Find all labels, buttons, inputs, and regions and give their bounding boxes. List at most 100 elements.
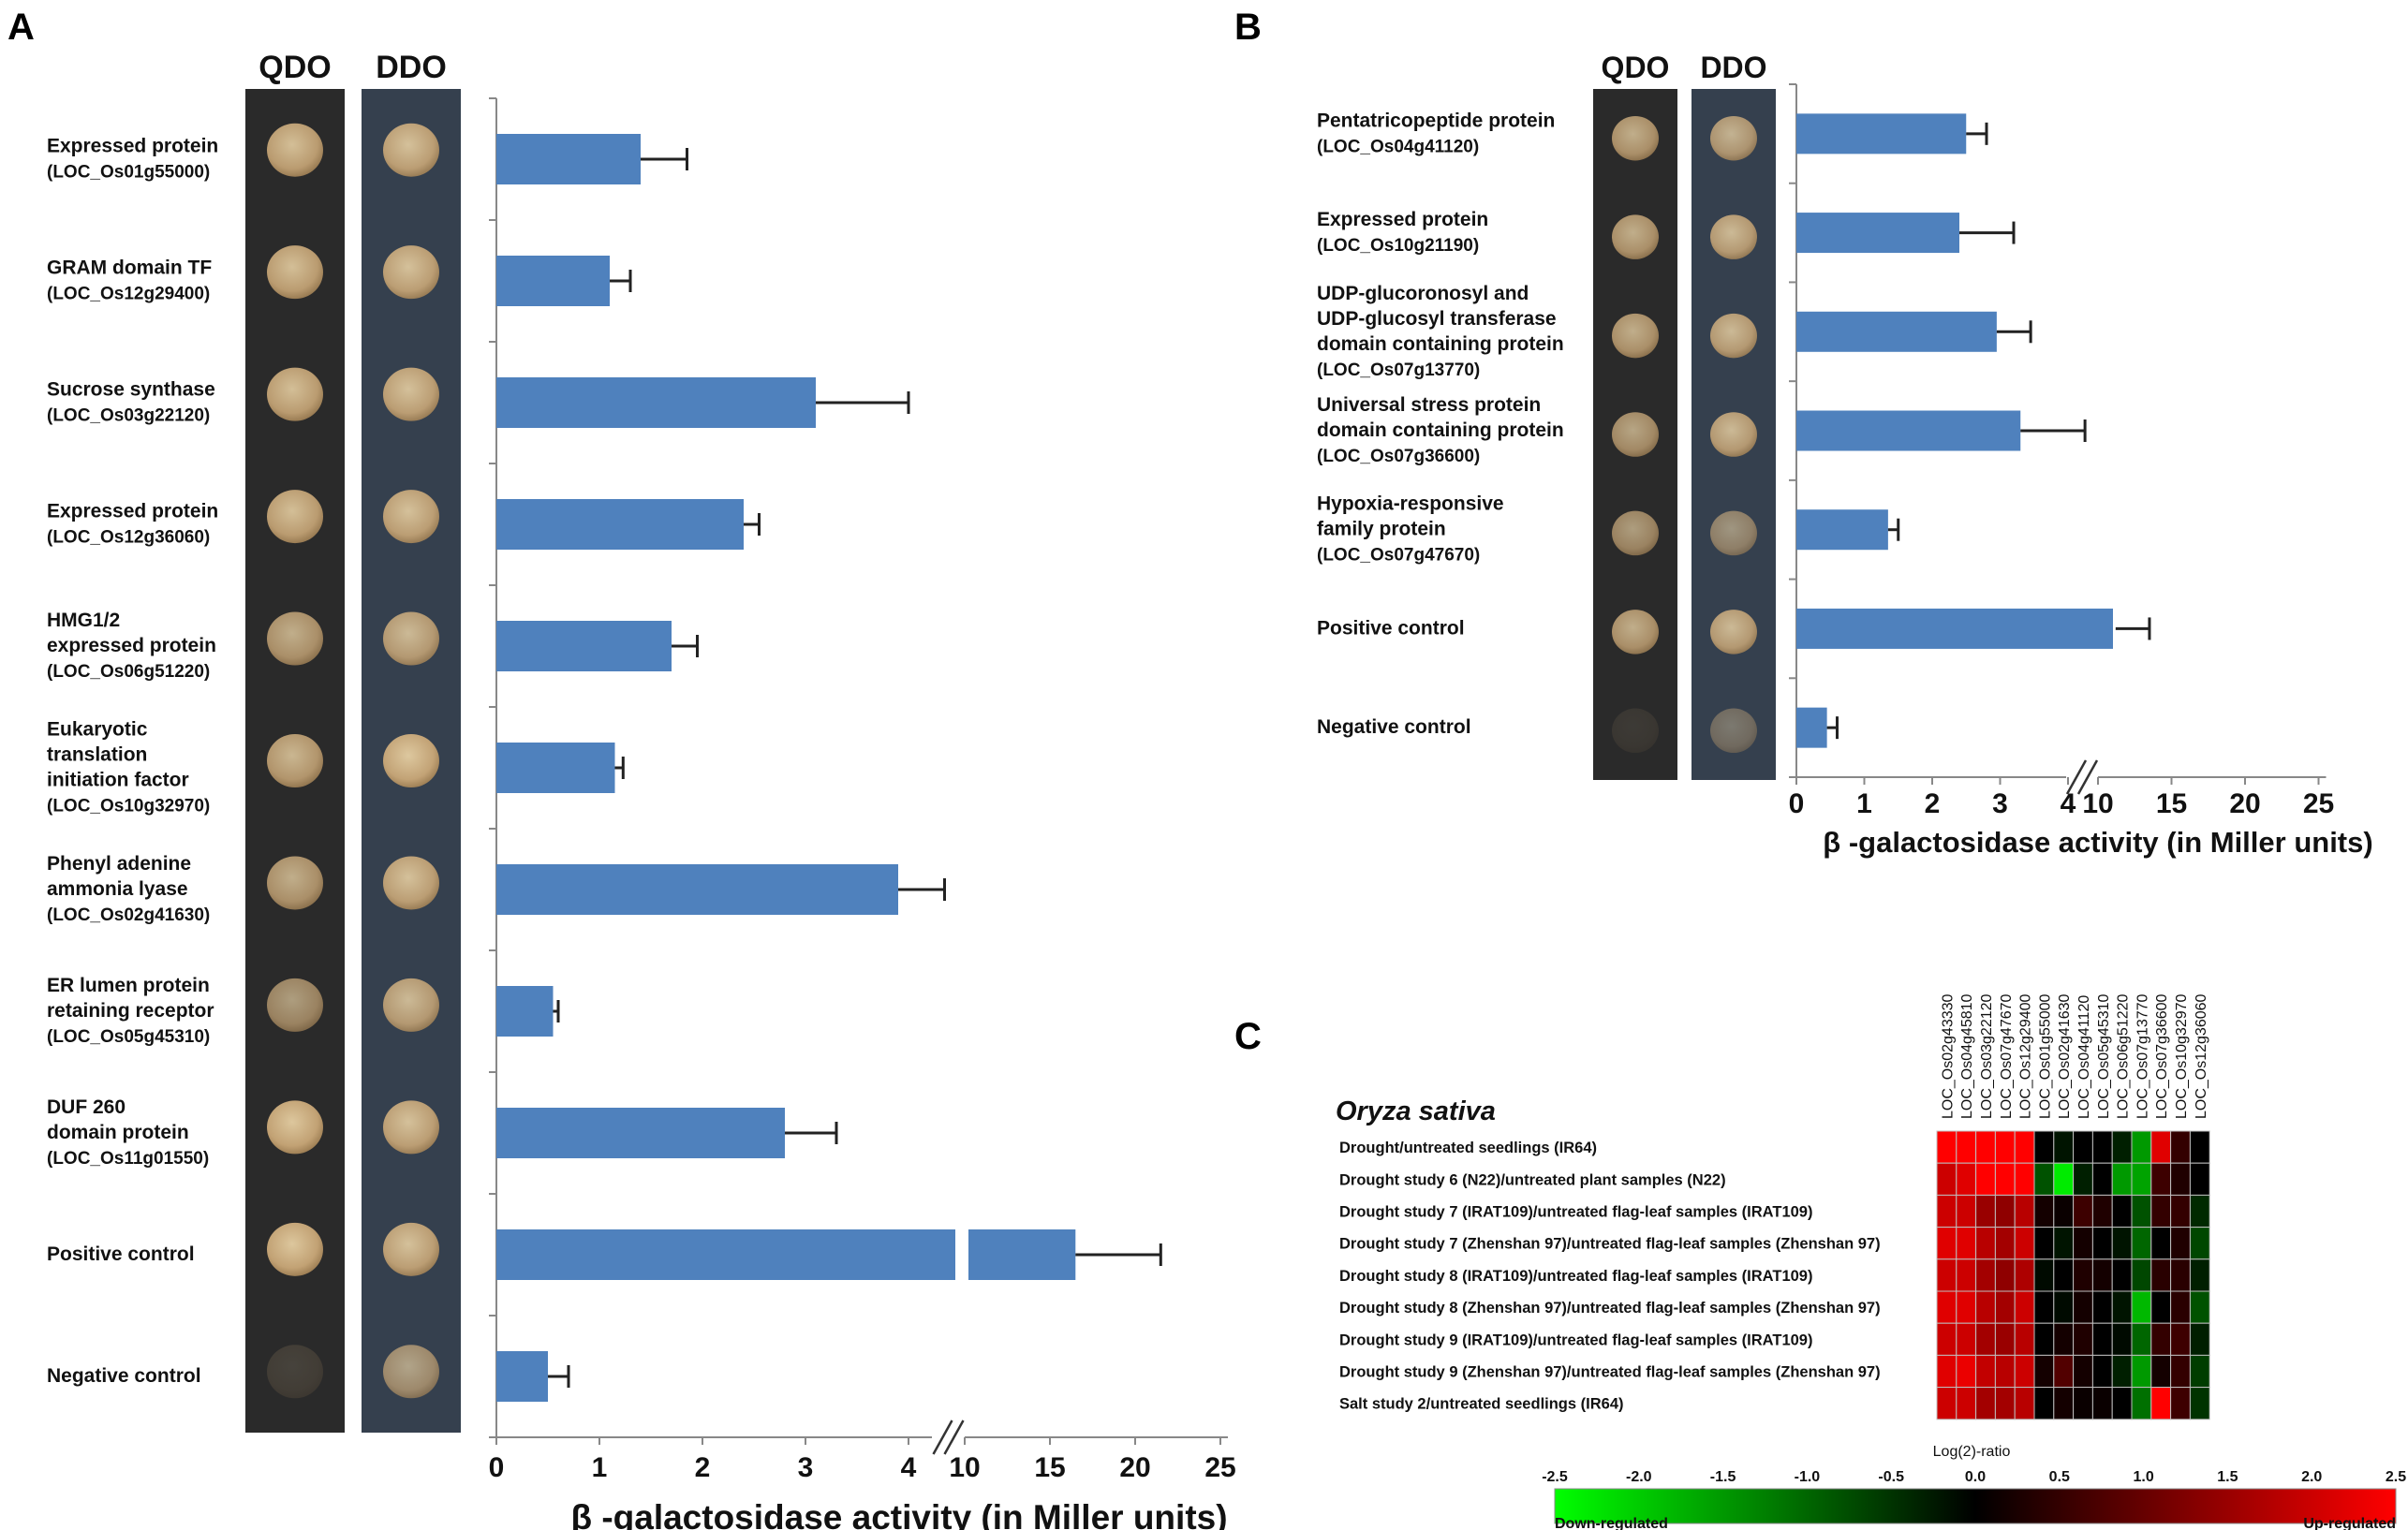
heatmap-column-label: LOC_Os07g13770 [2135, 993, 2150, 1119]
heatmap-cell [2053, 1354, 2075, 1389]
heatmap-column-label: LOC_Os10g32970 [2174, 993, 2190, 1119]
column-label-qdo: QDO [1602, 51, 1670, 84]
heatmap-cell [2073, 1162, 2093, 1196]
row-label-name: Negative control [47, 1365, 201, 1387]
qdo-colony [1612, 115, 1659, 161]
scale-tick-label: 2.5 [2386, 1469, 2406, 1485]
heatmap-cell [2033, 1227, 2055, 1260]
heatmap-cell [2073, 1290, 2093, 1324]
ddo-colony [1710, 115, 1757, 161]
heatmap-column-label: LOC_Os03g22120 [1979, 993, 1995, 1119]
heatmap-cell [2150, 1227, 2172, 1260]
heatmap-cell [2091, 1354, 2113, 1389]
row-label-name: Phenyl adenine ammonia lyase [47, 853, 191, 900]
bar [1796, 410, 2021, 451]
axis-break-mark [2076, 759, 2099, 795]
scale-tick-label: 0.0 [1965, 1469, 1986, 1485]
x-tick-label: 20 [1119, 1452, 1150, 1483]
bar [1796, 707, 1827, 748]
heatmap-cell [2150, 1322, 2172, 1356]
x-tick-label: 2 [1925, 788, 1941, 819]
column-label-ddo: DDO [376, 50, 447, 85]
scale-tick-label: 1.5 [2217, 1469, 2238, 1485]
bar [496, 621, 672, 671]
row-label-locus: (LOC_Os12g36060) [47, 528, 210, 548]
qdo-colony [267, 123, 323, 177]
heatmap-row-label: Drought study 8 (Zhenshan 97)/untreated … [1339, 1300, 1881, 1317]
panel-a-label: A [7, 7, 35, 48]
heatmap-cell [2091, 1258, 2113, 1292]
heatmap-cell [2150, 1130, 2172, 1164]
heatmap-cell [2131, 1194, 2152, 1228]
ddo-colony [383, 1100, 439, 1155]
heatmap-cell [1994, 1162, 2016, 1196]
x-tick-label: 15 [2156, 788, 2187, 819]
x-tick-label: 2 [695, 1452, 711, 1483]
heatmap-column-label: LOC_Os02g43330 [1940, 993, 1956, 1119]
heatmap-cell [2014, 1387, 2035, 1420]
bar [496, 134, 641, 184]
heatmap-cell [1956, 1130, 1977, 1164]
heatmap-cell [2111, 1258, 2133, 1292]
scale-tick-label: -2.0 [1626, 1469, 1652, 1485]
heatmap-cell [2091, 1387, 2113, 1420]
heatmap-cell [2111, 1290, 2133, 1324]
qdo-colony [267, 978, 323, 1032]
axis-break-mark [943, 1420, 965, 1455]
heatmap-cell [2091, 1130, 2113, 1164]
column-label-qdo: QDO [259, 50, 331, 85]
heatmap-cell [2111, 1130, 2133, 1164]
row-label-locus: (LOC_Os07g47670) [1317, 546, 1480, 566]
heatmap-cell [2170, 1322, 2191, 1356]
heatmap-cell [2014, 1194, 2035, 1228]
heatmap-cell [2033, 1130, 2055, 1164]
heatmap-cell [1936, 1130, 1957, 1164]
bar [496, 377, 816, 428]
qdo-colony [267, 245, 323, 300]
row-label-name: Positive control [1317, 617, 1465, 639]
x-tick-label: 20 [2229, 788, 2260, 819]
ddo-colony [1710, 510, 1757, 556]
heatmap-cell [2189, 1194, 2210, 1228]
row-label-name: Expressed protein [47, 136, 218, 157]
heatmap-cell [1956, 1387, 1977, 1420]
heatmap-cell [2131, 1290, 2152, 1324]
heatmap-cell [1994, 1194, 2016, 1228]
heatmap-cell [2150, 1354, 2172, 1389]
axis-break-mark [2065, 759, 2088, 795]
qdo-colony [1612, 412, 1659, 457]
heatmap-cell [1936, 1387, 1957, 1420]
heatmap-cell [2131, 1130, 2152, 1164]
qdo-colony [267, 856, 323, 910]
bar [496, 743, 615, 793]
row-label-locus: (LOC_Os02g41630) [47, 905, 210, 925]
x-axis-title: β -galactosidase activity (in Miller uni… [1823, 826, 2372, 859]
row-label-name: Expressed protein [47, 501, 218, 522]
heatmap-cell [2111, 1322, 2133, 1356]
heatmap-cell [1994, 1387, 2016, 1420]
ddo-colony [383, 367, 439, 421]
heatmap-column-label: LOC_Os04g41120 [2076, 995, 2092, 1119]
row-label-name: Hypoxia-responsive family protein [1317, 493, 1504, 540]
column-label-ddo: DDO [1700, 51, 1766, 84]
heatmap-cell [2091, 1227, 2113, 1260]
heatmap-cell [2053, 1322, 2075, 1356]
heatmap-cell [1936, 1258, 1957, 1292]
heatmap-cell [2053, 1130, 2075, 1164]
x-tick-label: 25 [1204, 1452, 1235, 1483]
x-tick-label: 3 [798, 1452, 814, 1483]
scale-low-label: Down-regulated [1555, 1516, 1668, 1530]
heatmap-cell [2014, 1258, 2035, 1292]
row-label-locus: (LOC_Os06g51220) [47, 662, 210, 682]
heatmap-cell [1956, 1322, 1977, 1356]
heatmap-cell [1994, 1227, 2016, 1260]
heatmap-cell [1956, 1290, 1977, 1324]
heatmap-cell [2033, 1290, 2055, 1324]
panel-c-label: C [1234, 1016, 1262, 1057]
ddo-colony [1710, 214, 1757, 259]
heatmap-cell [1975, 1387, 1996, 1420]
heatmap-cell [2033, 1387, 2055, 1420]
scale-tick-label: -1.0 [1795, 1469, 1821, 1485]
heatmap-cell [2091, 1162, 2113, 1196]
row-label-name: Eukaryotic translation initiation factor [47, 719, 189, 791]
